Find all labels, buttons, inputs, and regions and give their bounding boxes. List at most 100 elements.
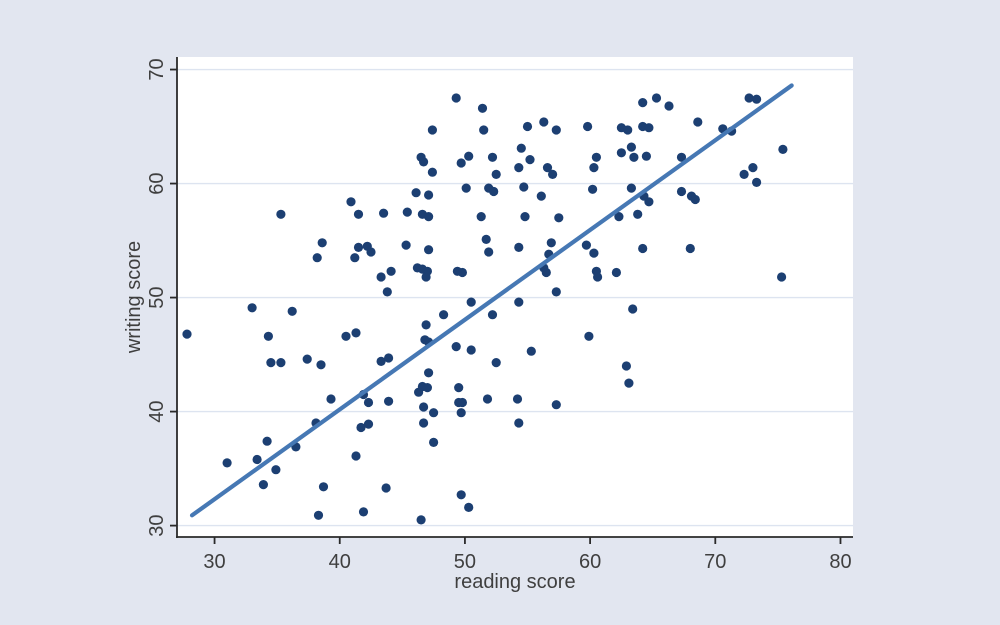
scatter-point — [664, 101, 674, 111]
y-tick-label-60: 60 — [146, 172, 168, 194]
scatter-point — [777, 272, 787, 282]
scatter-point — [316, 360, 326, 370]
scatter-point — [427, 125, 437, 135]
scatter-point — [424, 245, 434, 255]
scatter-point — [629, 152, 639, 162]
scatter-point — [341, 331, 351, 341]
scatter-point — [317, 238, 327, 248]
scatter-point — [591, 152, 602, 162]
scatter-point — [363, 397, 374, 408]
scatter-point — [644, 123, 654, 133]
scatter-point — [326, 394, 336, 404]
scatter-point — [476, 212, 486, 222]
scatter-point — [554, 213, 564, 223]
scatter-point — [351, 451, 361, 461]
scatter-point — [356, 422, 366, 433]
scatter-point — [414, 387, 424, 397]
x-tick-label-50: 50 — [454, 551, 476, 573]
scatter-point — [381, 483, 391, 493]
scatter-point — [551, 287, 561, 297]
scatter-point — [376, 356, 386, 366]
scatter-point — [247, 303, 257, 313]
scatter-point — [638, 243, 648, 254]
scatter-point — [439, 310, 449, 320]
scatter-point — [477, 103, 488, 113]
scatter-point — [276, 209, 286, 219]
scatter-point — [516, 143, 526, 153]
scatter-point — [366, 247, 376, 257]
scatter-point — [252, 454, 262, 465]
scatter-point — [353, 242, 364, 252]
scatter-point — [693, 117, 703, 127]
scatter-point — [690, 194, 700, 205]
x-tick-label-70: 70 — [704, 551, 726, 573]
scatter-point — [514, 418, 524, 428]
scatter-point — [346, 197, 356, 207]
scatter-point — [427, 167, 437, 177]
scatter-point — [384, 396, 394, 406]
scatter-point — [454, 383, 464, 393]
scatter-point — [466, 345, 476, 355]
scatter-point — [542, 163, 553, 173]
scatter-point — [464, 151, 474, 161]
x-tick-label-40: 40 — [329, 551, 351, 573]
scatter-point — [621, 361, 632, 371]
scatter-point — [551, 400, 561, 410]
scatter-point — [548, 169, 558, 179]
scatter-point — [624, 378, 634, 388]
scatter-point — [379, 208, 389, 218]
scatter-point — [402, 207, 412, 217]
scatter-point — [479, 125, 489, 135]
scatter-point — [419, 157, 429, 167]
scatter-point — [419, 402, 429, 412]
scatter-point — [520, 212, 530, 222]
scatter-point — [491, 358, 501, 368]
scatter-point — [626, 142, 637, 152]
scatter-point — [276, 358, 286, 368]
scatter-point — [581, 240, 592, 250]
scatter-point — [611, 267, 622, 278]
scatter-point — [778, 144, 788, 154]
scatter-point — [456, 408, 466, 418]
scatter-point — [386, 266, 396, 276]
scatter-point — [457, 267, 467, 278]
scatter-point — [287, 306, 297, 316]
scatter-point — [551, 125, 561, 135]
scatter-point — [464, 502, 474, 512]
scatter-point — [739, 169, 749, 179]
scatter-point — [514, 297, 524, 307]
scatter-point — [685, 243, 695, 254]
scatter-point — [744, 93, 754, 103]
scatter-point — [363, 419, 374, 429]
y-tick-label-70: 70 — [146, 58, 168, 80]
scatter-point — [350, 253, 360, 263]
scatter-point — [676, 186, 687, 197]
scatter-point — [424, 190, 434, 200]
scatter-point — [429, 408, 439, 418]
scatter-point — [424, 368, 434, 378]
scatter-point — [526, 346, 536, 356]
scatter-point — [589, 248, 599, 258]
scatter-point — [451, 93, 461, 103]
scatter-point — [271, 465, 281, 475]
scatter-point — [539, 117, 549, 127]
scatter-point — [491, 169, 501, 179]
x-tick-label-30: 30 — [203, 551, 225, 573]
scatter-point — [525, 155, 535, 165]
scatter-point — [429, 437, 439, 447]
scatter-point — [461, 183, 471, 193]
scatter-point — [353, 209, 364, 219]
scatter-point — [616, 148, 627, 158]
scatter-point — [382, 287, 392, 297]
scatter-point — [401, 240, 411, 250]
scatter-point — [589, 163, 599, 173]
scatter-point — [489, 186, 499, 197]
scatter-point — [482, 394, 493, 404]
scatter-point — [512, 394, 523, 404]
scatter-point — [313, 510, 324, 520]
scatter-point — [583, 121, 593, 132]
scatter-point — [514, 163, 524, 173]
scatter-point — [266, 358, 276, 368]
scatter-point — [641, 151, 652, 161]
